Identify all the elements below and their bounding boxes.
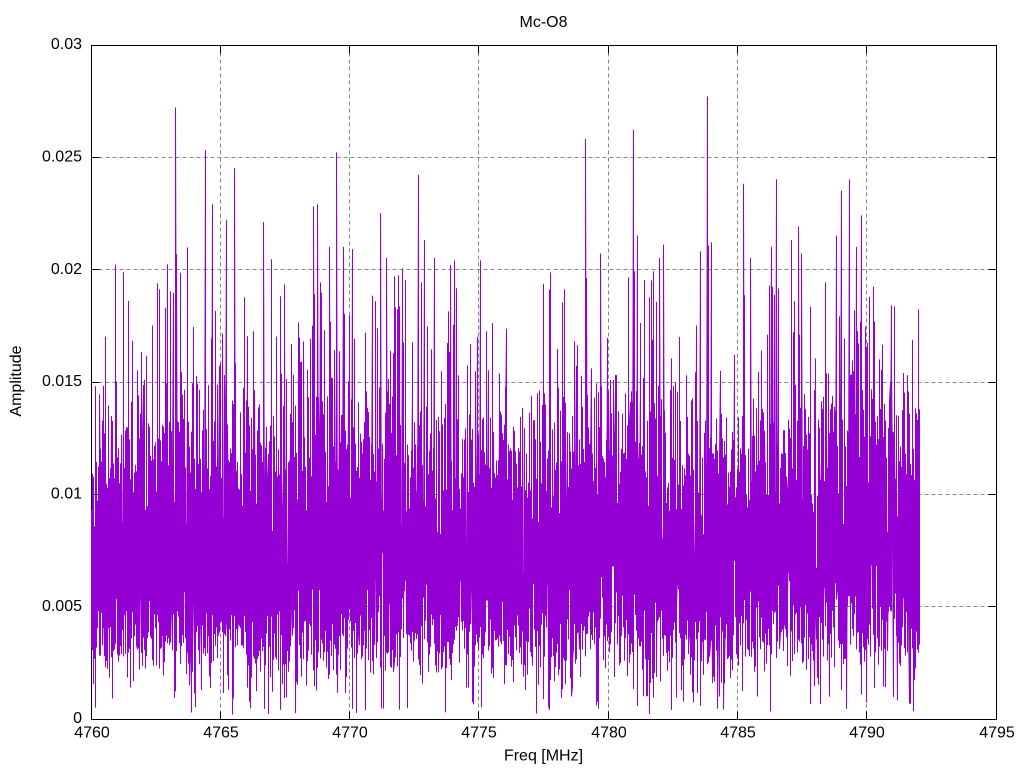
svg-text:0.005: 0.005 [42, 598, 82, 615]
svg-text:0.025: 0.025 [42, 149, 82, 166]
svg-text:0.02: 0.02 [51, 261, 82, 278]
svg-text:0.03: 0.03 [51, 36, 82, 53]
svg-text:4760: 4760 [74, 725, 110, 742]
svg-text:Freq [MHz]: Freq [MHz] [504, 748, 583, 765]
svg-text:4775: 4775 [461, 725, 497, 742]
svg-text:4780: 4780 [591, 725, 627, 742]
svg-text:Mc-O8: Mc-O8 [520, 14, 568, 31]
svg-text:4785: 4785 [720, 725, 756, 742]
svg-text:0: 0 [73, 710, 82, 727]
svg-text:4795: 4795 [979, 725, 1015, 742]
svg-text:4765: 4765 [203, 725, 239, 742]
svg-text:4790: 4790 [849, 725, 885, 742]
svg-text:Amplitude: Amplitude [8, 345, 25, 416]
svg-text:0.015: 0.015 [42, 373, 82, 390]
svg-text:4770: 4770 [332, 725, 368, 742]
svg-text:0.01: 0.01 [51, 486, 82, 503]
